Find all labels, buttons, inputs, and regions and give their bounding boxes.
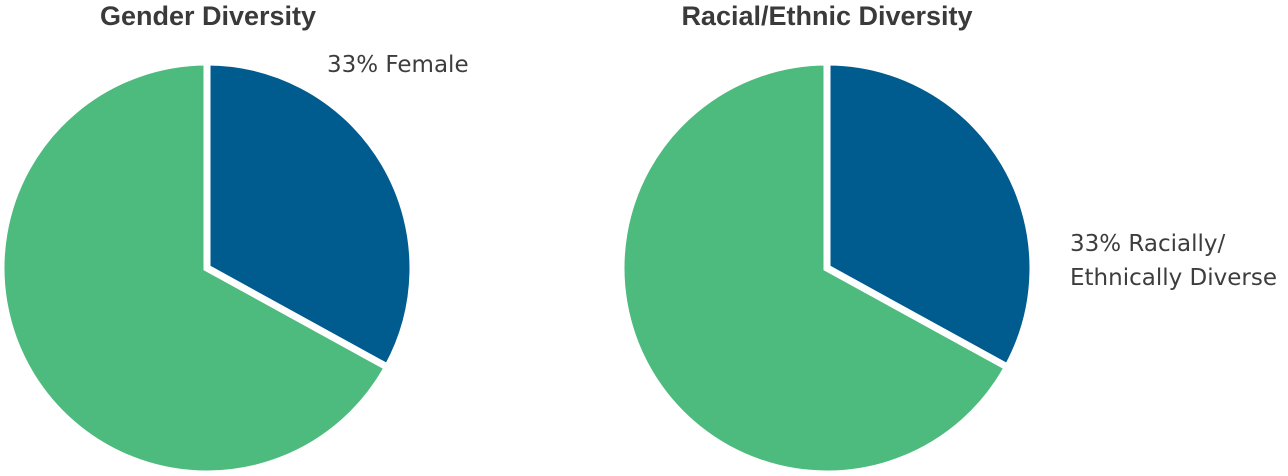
- gender-chart-title: Gender Diversity: [100, 1, 316, 31]
- racial-chart-title: Racial/Ethnic Diversity: [681, 1, 972, 31]
- gender-pie: [0, 58, 417, 476]
- racial-pie: [617, 58, 1037, 476]
- gender-diversity-chart: Gender Diversity 33% Female: [0, 1, 469, 476]
- racial-diverse-label: 33% Racially/ Ethnically Diverse: [1070, 231, 1277, 291]
- racial-slice-other: [617, 58, 1013, 476]
- gender-slice-other: [0, 58, 393, 476]
- racial-label-line-1: 33% Racially/: [1070, 231, 1226, 257]
- gender-slice-female: [203, 58, 417, 372]
- racial-label-line-2: Ethnically Diverse: [1070, 265, 1277, 291]
- gender-female-label: 33% Female: [327, 52, 469, 78]
- racial-ethnic-diversity-chart: Racial/Ethnic Diversity 33% Racially/ Et…: [617, 1, 1277, 476]
- racial-slice-diverse: [823, 58, 1037, 372]
